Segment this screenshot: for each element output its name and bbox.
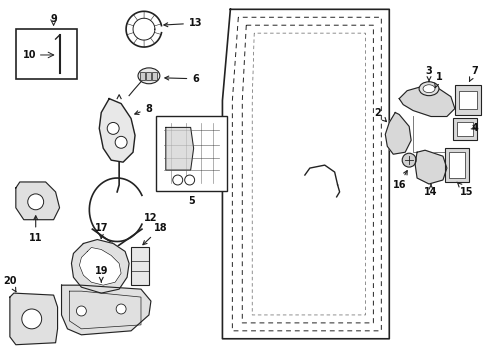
Ellipse shape: [422, 85, 434, 93]
Circle shape: [172, 175, 183, 185]
Ellipse shape: [138, 68, 160, 84]
Polygon shape: [16, 182, 60, 220]
Text: 18: 18: [142, 222, 167, 245]
Text: 11: 11: [29, 216, 42, 243]
Polygon shape: [10, 293, 58, 345]
Circle shape: [22, 309, 41, 329]
Bar: [152, 72, 157, 80]
Polygon shape: [71, 239, 129, 293]
Text: 5: 5: [188, 196, 195, 206]
Bar: [456, 122, 472, 136]
Bar: [131, 247, 149, 285]
Bar: [444, 148, 468, 182]
Bar: [156, 116, 227, 191]
Text: 3: 3: [425, 66, 431, 81]
Text: 6: 6: [164, 74, 199, 84]
Circle shape: [107, 122, 119, 134]
Circle shape: [184, 175, 194, 185]
Polygon shape: [398, 87, 454, 117]
Circle shape: [401, 153, 415, 167]
Polygon shape: [99, 99, 135, 162]
Circle shape: [116, 304, 126, 314]
Bar: [140, 72, 144, 80]
Text: 7: 7: [468, 66, 477, 81]
Bar: [448, 152, 464, 178]
Text: 16: 16: [392, 171, 407, 190]
Polygon shape: [165, 127, 193, 170]
Circle shape: [115, 136, 127, 148]
Text: 1: 1: [434, 72, 442, 88]
Text: 15: 15: [456, 182, 472, 197]
Text: 20: 20: [3, 276, 17, 292]
Bar: [454, 85, 480, 114]
Text: 19: 19: [94, 266, 108, 282]
Bar: [458, 91, 476, 109]
Text: 13: 13: [163, 18, 202, 28]
Polygon shape: [385, 113, 410, 154]
Text: 8: 8: [135, 104, 152, 114]
Bar: [16, 29, 77, 79]
Ellipse shape: [418, 82, 438, 96]
Text: 2: 2: [373, 108, 386, 122]
Bar: [452, 118, 476, 140]
Bar: [145, 72, 151, 80]
Text: 9: 9: [50, 14, 57, 24]
Circle shape: [76, 306, 86, 316]
Circle shape: [28, 194, 43, 210]
Text: 10: 10: [23, 50, 37, 60]
Polygon shape: [61, 285, 151, 335]
Polygon shape: [414, 150, 446, 184]
Polygon shape: [79, 247, 121, 285]
Text: 17: 17: [94, 222, 108, 239]
Text: 12: 12: [144, 213, 157, 223]
Text: 14: 14: [424, 184, 437, 197]
Text: 4: 4: [470, 123, 477, 134]
